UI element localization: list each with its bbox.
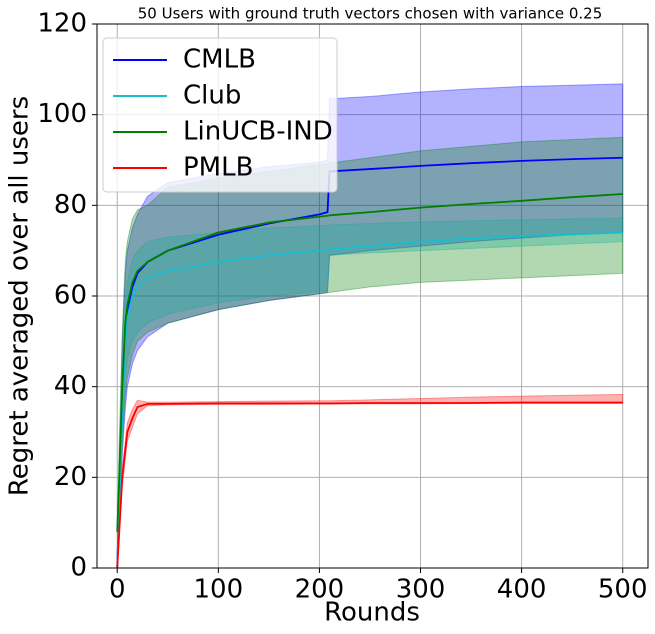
- y-tick-label: 20: [54, 462, 87, 492]
- legend-box: [102, 37, 338, 193]
- y-tick-label: 60: [54, 281, 87, 311]
- x-tick-label: 200: [295, 575, 345, 605]
- legend-label: Club: [183, 81, 241, 111]
- chart-title: 50 Users with ground truth vectors chose…: [138, 5, 603, 23]
- x-tick-label: 300: [396, 575, 446, 605]
- y-tick-label: 100: [37, 99, 87, 129]
- x-tick-label: 500: [598, 575, 648, 605]
- y-tick-label: 0: [70, 553, 87, 583]
- confidence-band: [116, 217, 624, 569]
- x-tick-label: 400: [497, 575, 547, 605]
- y-tick-label: 120: [37, 9, 87, 39]
- legend-label: LinUCB-IND: [183, 117, 333, 147]
- plot-frame: [96, 23, 649, 569]
- y-axis-label: Regret averaged over all users: [5, 96, 35, 496]
- line: [116, 231, 623, 569]
- y-tick-label: 80: [54, 190, 87, 220]
- confidence-band: [116, 136, 624, 532]
- x-axis-label: Rounds: [324, 598, 420, 628]
- legend-label: PMLB: [183, 153, 253, 183]
- x-tick-label: 100: [194, 575, 244, 605]
- confidence-band: [116, 393, 624, 569]
- line: [116, 193, 623, 532]
- x-tick-label: 0: [109, 575, 126, 605]
- legend-label: CMLB: [183, 45, 256, 75]
- line: [116, 401, 623, 569]
- legend: CMLB Club LinUCB-IND PMLB: [102, 37, 338, 193]
- y-tick-label: 40: [54, 371, 87, 401]
